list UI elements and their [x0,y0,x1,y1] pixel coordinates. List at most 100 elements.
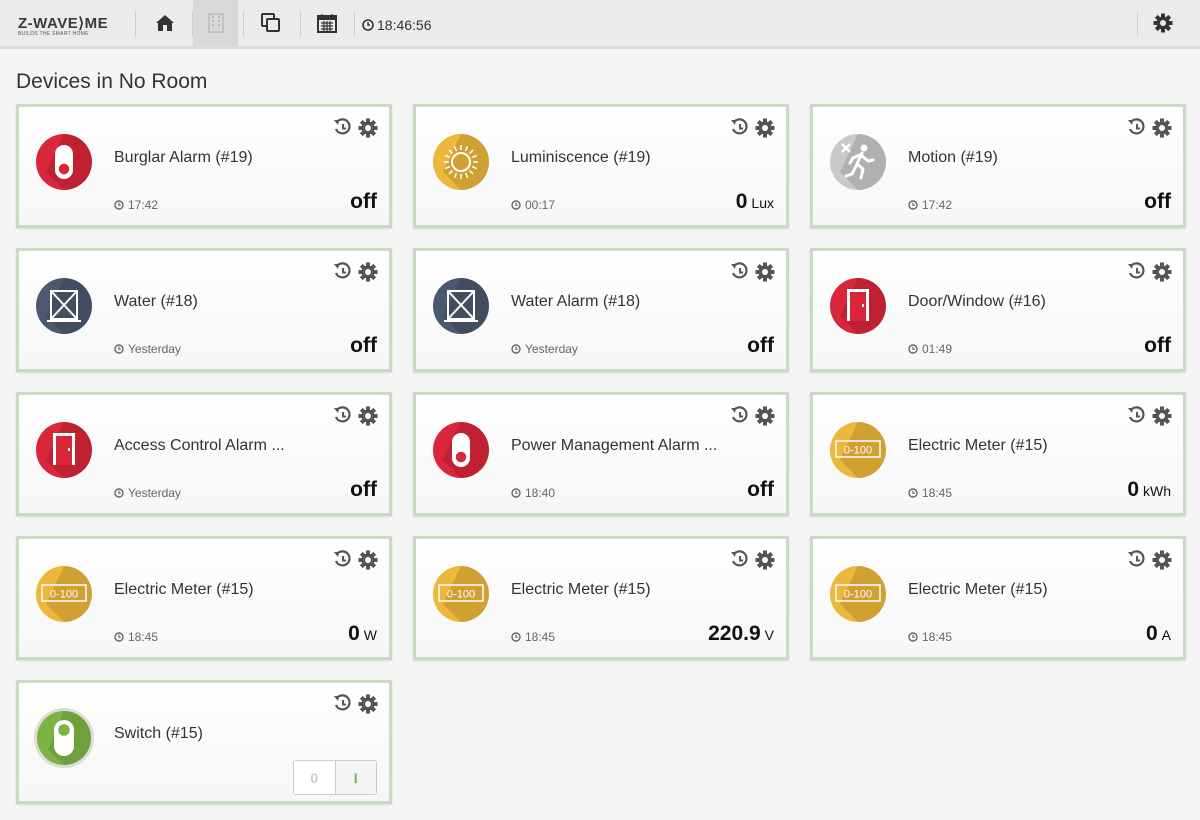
settings-button[interactable] [755,262,775,282]
device-card: 0-100 Electric Meter (#15) 18:45 0 kWh [810,392,1186,516]
settings-button[interactable] [1152,118,1172,138]
history-button[interactable] [1127,118,1147,138]
value-unit: Lux [751,195,774,211]
icon-shape [318,16,336,20]
separator [243,12,244,36]
history-button[interactable] [1127,406,1147,426]
clock-icon [908,488,918,498]
icon-shape [739,556,743,562]
icon-shape [365,557,371,563]
icon-shape [908,344,918,354]
value-text: 220.9 [708,622,761,645]
icon-shape [908,632,918,642]
device-card: Water (#18) Yesterday off [16,248,392,372]
settings-button[interactable] [755,406,775,426]
settings-button[interactable] [755,550,775,570]
icon-shape [511,200,521,210]
icon-shape [56,436,72,465]
copy-button[interactable] [246,0,296,46]
clock-icon [511,632,521,642]
device-card: Burglar Alarm (#19) 17:42 off [16,104,392,228]
page-title: Devices in No Room [16,70,208,93]
icon-shape [1136,124,1140,130]
history-button[interactable] [333,262,353,282]
rooms-button[interactable] [193,0,238,46]
icon-shape [114,200,124,210]
icon-shape [1128,406,1145,423]
settings-button[interactable] [358,262,378,282]
history-button[interactable] [333,118,353,138]
device-icon: 0-100 [433,566,489,622]
icon-badge: 0-100 [844,445,872,457]
value-text: off [350,334,377,357]
icon-shape [860,144,868,152]
device-icon [433,278,489,334]
logo[interactable]: Z-WAVE⟩ME [18,15,109,32]
icon-shape [342,124,346,130]
settings-button[interactable] [1140,0,1185,46]
history-button[interactable] [730,550,750,570]
device-name: Luminiscence (#19) [511,149,651,166]
icon-shape [114,344,124,354]
history-button[interactable] [333,550,353,570]
history-button[interactable] [1127,262,1147,282]
device-card: Power Management Alarm ... 18:40 off [413,392,789,516]
icon-badge: 0-100 [50,589,78,601]
icon-shape [912,490,915,494]
icon-shape [211,16,220,26]
icon-shape [731,552,736,557]
settings-button[interactable] [358,550,378,570]
icon-shape [445,154,451,159]
device-icon [433,422,489,478]
settings-button[interactable] [1152,262,1172,282]
icon-shape [511,344,521,354]
update-time: 18:45 [908,486,952,500]
history-button[interactable] [730,406,750,426]
device-card: 0-100 Electric Meter (#15) 18:45 220.9 V [413,536,789,660]
logo-tagline: BUILDS THE SMART HOME [18,31,89,37]
calendar-button[interactable] [302,0,352,46]
device-name: Water (#18) [114,293,198,310]
separator [1137,12,1138,36]
update-time-text: 18:40 [525,486,556,500]
icon-shape [1159,269,1165,275]
history-button[interactable] [730,118,750,138]
update-time: Yesterday [114,486,181,500]
icon-shape [443,566,489,622]
device-name: Electric Meter (#15) [511,581,651,598]
settings-button[interactable] [1152,406,1172,426]
history-button[interactable] [333,406,353,426]
icon-shape [1136,556,1140,562]
switch-button[interactable]: 0 [310,769,319,786]
device-name: Switch (#15) [114,725,203,742]
switch-button[interactable]: I [334,761,376,794]
icon-shape [334,694,351,711]
icon-shape [731,406,748,423]
history-button[interactable] [1127,550,1147,570]
value-unit: W [363,627,377,643]
separator [354,12,355,36]
update-time-text: 17:42 [128,198,159,212]
device-card: Luminiscence (#19) 00:17 0 Lux [413,104,789,228]
clock-icon [908,200,918,210]
settings-button[interactable] [358,694,378,714]
home-button[interactable] [140,0,190,46]
icon-shape [731,264,736,269]
settings-button[interactable] [755,118,775,138]
device-name: Access Control Alarm ... [114,437,285,454]
history-button[interactable] [333,694,353,714]
history-button[interactable] [730,262,750,282]
icon-shape [334,262,351,279]
update-time-text: 18:45 [128,630,159,644]
value-unit: kWh [1143,483,1171,499]
settings-button[interactable] [358,118,378,138]
settings-button[interactable] [358,406,378,426]
copy-icon [261,13,280,32]
icon-shape [342,268,346,274]
separator [300,12,301,36]
settings-button[interactable] [1152,550,1172,570]
icon-shape [912,346,915,350]
icon-shape [342,412,346,418]
